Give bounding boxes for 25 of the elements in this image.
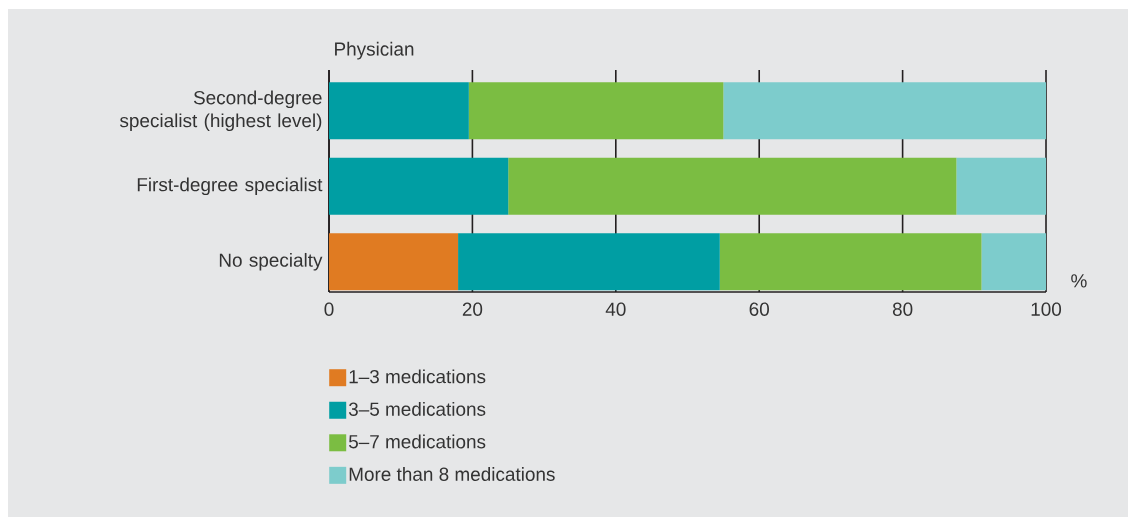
x-tick-label: 60 (749, 302, 769, 316)
legend-label: 1–3 medications (349, 369, 486, 384)
legend-label: 3–5 medications (348, 401, 486, 416)
x-tick-label: 0 (324, 302, 334, 316)
bar (458, 233, 720, 291)
legend-label: 5–7 medications (348, 434, 486, 449)
legend-label: More than 8 medications (349, 467, 555, 481)
bar (956, 157, 1047, 215)
bar (719, 233, 982, 291)
y-tick-label: Second-degree specialist (highest level) (119, 90, 322, 132)
bar (508, 157, 957, 215)
x-axis-title: % (1071, 274, 1087, 288)
x-tick-label: 100 (1031, 302, 1062, 316)
bar (723, 82, 1047, 140)
x-tick-label: 20 (462, 302, 483, 316)
bar (981, 233, 1047, 291)
y-tick-label: First-degree specialist (137, 177, 323, 196)
y-axis-title: Physician (335, 41, 414, 60)
bar (329, 233, 459, 291)
x-tick-label: 40 (605, 302, 626, 316)
bar (329, 157, 509, 215)
bar (329, 82, 469, 140)
x-tick-label: 80 (892, 302, 913, 316)
bar (468, 82, 724, 140)
y-tick-label: No specialty (219, 252, 323, 271)
